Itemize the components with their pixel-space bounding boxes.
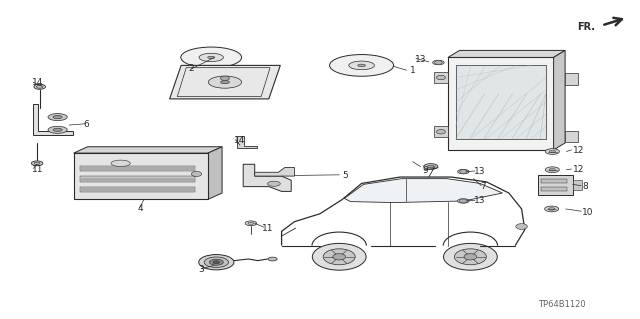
Bar (573, 180, 582, 190)
Ellipse shape (549, 150, 556, 153)
Circle shape (435, 61, 442, 64)
Text: 8: 8 (582, 182, 588, 191)
Ellipse shape (53, 128, 62, 131)
Ellipse shape (111, 160, 131, 167)
Polygon shape (448, 50, 565, 57)
Circle shape (460, 170, 467, 174)
Circle shape (516, 224, 527, 229)
Ellipse shape (36, 85, 43, 88)
Ellipse shape (268, 181, 280, 186)
Ellipse shape (180, 47, 242, 68)
Circle shape (454, 249, 486, 265)
Ellipse shape (458, 199, 469, 203)
Polygon shape (243, 164, 291, 191)
Polygon shape (74, 147, 222, 153)
Circle shape (312, 243, 366, 270)
Ellipse shape (48, 114, 67, 121)
Bar (80, 187, 195, 192)
Circle shape (221, 76, 230, 81)
Text: 6: 6 (83, 120, 89, 129)
Text: 12: 12 (573, 165, 584, 174)
Ellipse shape (545, 206, 559, 212)
Ellipse shape (53, 115, 62, 119)
Ellipse shape (248, 222, 253, 225)
Text: 9: 9 (422, 166, 428, 175)
Bar (541, 187, 567, 191)
Polygon shape (33, 104, 73, 135)
Ellipse shape (199, 53, 223, 62)
Ellipse shape (31, 161, 43, 166)
Text: 5: 5 (342, 171, 348, 180)
Ellipse shape (199, 255, 234, 270)
Circle shape (464, 254, 477, 260)
Circle shape (460, 199, 467, 203)
Polygon shape (554, 50, 565, 150)
Polygon shape (565, 73, 578, 85)
Ellipse shape (268, 257, 277, 261)
Ellipse shape (209, 259, 223, 265)
Bar (538, 175, 573, 195)
Ellipse shape (35, 162, 40, 165)
Text: 10: 10 (582, 208, 594, 217)
Polygon shape (434, 72, 448, 83)
Ellipse shape (458, 169, 469, 174)
Polygon shape (208, 147, 222, 199)
Ellipse shape (424, 164, 438, 169)
Text: 2: 2 (189, 64, 195, 73)
Text: 11: 11 (32, 165, 44, 174)
Circle shape (436, 130, 445, 134)
Polygon shape (434, 126, 448, 137)
Ellipse shape (213, 261, 220, 263)
Bar (456, 65, 546, 139)
Ellipse shape (48, 126, 67, 133)
Ellipse shape (433, 60, 444, 65)
Polygon shape (170, 65, 280, 99)
Ellipse shape (358, 64, 365, 67)
Bar (541, 179, 567, 183)
Bar (81, 167, 194, 170)
Text: 12: 12 (573, 146, 584, 155)
Ellipse shape (349, 61, 374, 70)
Text: 13: 13 (415, 55, 426, 63)
Text: 14: 14 (32, 78, 44, 87)
Text: 7: 7 (480, 182, 486, 191)
Circle shape (191, 171, 202, 176)
Bar (80, 166, 195, 171)
Text: TP64B1120: TP64B1120 (538, 300, 585, 309)
Polygon shape (255, 167, 294, 176)
Ellipse shape (207, 56, 215, 59)
Text: FR.: FR. (577, 22, 595, 32)
Polygon shape (237, 136, 257, 148)
Bar (81, 188, 194, 191)
Ellipse shape (548, 208, 555, 210)
Text: 4: 4 (138, 204, 143, 213)
Text: 14: 14 (234, 136, 245, 145)
Text: 1: 1 (410, 66, 415, 75)
Ellipse shape (428, 165, 434, 168)
Ellipse shape (330, 55, 394, 76)
Ellipse shape (204, 257, 228, 267)
Circle shape (323, 249, 355, 265)
Bar (80, 176, 195, 182)
Text: 3: 3 (198, 265, 204, 274)
Circle shape (444, 243, 497, 270)
Text: 11: 11 (262, 224, 274, 233)
Circle shape (436, 75, 445, 80)
Ellipse shape (545, 167, 559, 173)
Text: 13: 13 (474, 197, 485, 205)
Ellipse shape (34, 84, 45, 89)
Polygon shape (565, 131, 578, 142)
Ellipse shape (209, 76, 242, 88)
Ellipse shape (545, 149, 559, 154)
Text: 13: 13 (474, 167, 485, 176)
Ellipse shape (245, 221, 257, 226)
Polygon shape (344, 179, 502, 203)
Bar (74, 153, 208, 199)
Bar (81, 178, 194, 181)
Ellipse shape (549, 168, 556, 171)
Polygon shape (448, 57, 554, 150)
Ellipse shape (221, 81, 230, 84)
Circle shape (333, 254, 346, 260)
